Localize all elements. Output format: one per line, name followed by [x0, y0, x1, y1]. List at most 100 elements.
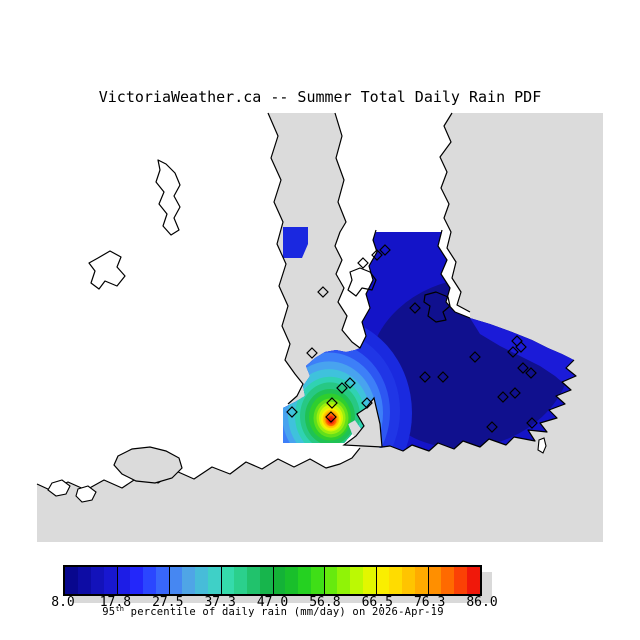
- colorbar-segment: [129, 567, 143, 594]
- land-vancouver-island: [37, 113, 360, 490]
- colorbar-tick-label: 76.3: [413, 595, 446, 610]
- colorbar-tick-line: [376, 567, 378, 594]
- station-diamond: [344, 377, 356, 389]
- colorbar-caption: 95th percentile of daily rain (mm/day) o…: [102, 605, 443, 618]
- station-diamond: [357, 257, 369, 269]
- station-diamond: [317, 286, 329, 298]
- coastlines: [36, 112, 577, 491]
- islet-west-1: [47, 479, 71, 497]
- station-diamond: [486, 421, 498, 433]
- caption-superscript: th: [115, 605, 125, 613]
- colorbar-segment: [207, 567, 221, 594]
- colorbar-segment: [363, 567, 377, 594]
- station-diamond: [525, 367, 537, 379]
- colorbar: [63, 565, 482, 596]
- colorbar-tick-label: 47.0: [256, 595, 289, 610]
- colorbar-tick-labels: 8.0 17.8 27.5 37.3 47.0 56.8 66.5 76.3 86.0: [0, 595, 640, 610]
- colorbar-segment: [324, 567, 338, 594]
- colorbar-segment: [246, 567, 260, 594]
- colorbar-segment: [116, 567, 130, 594]
- station-diamond: [379, 244, 391, 256]
- islet-west-2: [75, 485, 97, 503]
- colorbar-segment: [259, 567, 273, 594]
- colorbar-segment: [77, 567, 91, 594]
- colorbar-tick-label: 8.0: [51, 595, 75, 610]
- station-diamond: [509, 387, 521, 399]
- station-diamond: [325, 411, 337, 423]
- colorbar-segment: [376, 567, 390, 594]
- colorbar-segment: [181, 567, 195, 594]
- colorbar-segment: [155, 567, 169, 594]
- colorbar-segment: [285, 567, 299, 594]
- colorbar-segment: [467, 567, 480, 594]
- land-saanich-peninsula: [335, 113, 470, 348]
- colorbar-tick-label: 86.0: [466, 595, 498, 610]
- station-diamond: [336, 382, 348, 394]
- colorbar-segment: [441, 567, 455, 594]
- station-diamond: [419, 371, 431, 383]
- sooke-harbour-water: [342, 396, 383, 448]
- colorbar-segment: [389, 567, 403, 594]
- colorbar-tick-line: [324, 567, 326, 594]
- coast-peninsula-east: [439, 112, 471, 313]
- lake-outline-prospect: [347, 267, 377, 297]
- coast-victoria-southeast: [381, 359, 577, 452]
- islets: [47, 437, 547, 503]
- colorbar-segment: [142, 567, 156, 594]
- colorbar-tick-line: [272, 567, 274, 594]
- colorbar-tick-line: [220, 567, 222, 594]
- colorbar-segment: [233, 567, 247, 594]
- colorbar-segment: [90, 567, 104, 594]
- lake-outline-small: [88, 250, 126, 290]
- colorbar-segment: [311, 567, 325, 594]
- station-diamond: [371, 249, 383, 261]
- colorbar-tick-label: 17.8: [99, 595, 132, 610]
- station-diamond: [497, 391, 509, 403]
- colorbar-segment: [65, 567, 78, 594]
- colorbar-tick-line: [428, 567, 430, 594]
- coast-peninsula-west-and-tongue: [334, 112, 378, 349]
- colorbar-tick-label: 37.3: [204, 595, 236, 610]
- colorbar-segment: [168, 567, 182, 594]
- station-diamond: [511, 335, 523, 347]
- coast-inlet-west-shore: [267, 112, 304, 405]
- caption-rest: percentile of daily rain (mm/day) on 202…: [124, 606, 444, 618]
- station-diamond: [361, 397, 373, 409]
- station-diamond: [517, 362, 529, 374]
- colorbar-segment: [454, 567, 468, 594]
- coast-island-south-shore: [36, 447, 361, 491]
- colorbar-segment: [103, 567, 117, 594]
- colorbar-segment: [272, 567, 286, 594]
- station-markers: [286, 244, 538, 433]
- islet-trial-island: [537, 437, 547, 454]
- station-diamond: [306, 347, 318, 359]
- colorbar-tick-line: [116, 567, 118, 594]
- station-diamond: [409, 302, 421, 314]
- lake-outline-sooke-lake: [155, 159, 181, 236]
- colorbar-segment: [428, 567, 442, 594]
- station-diamond: [469, 351, 481, 363]
- caption-base: 95: [102, 606, 116, 618]
- station-diamond: [326, 397, 338, 409]
- colorbar-segment: [350, 567, 364, 594]
- station-diamond: [526, 417, 538, 429]
- sooke-basin-water: [113, 446, 183, 484]
- colorbar-tick-label: 66.5: [361, 595, 393, 610]
- station-diamond: [507, 346, 519, 358]
- station-diamond: [286, 406, 298, 418]
- page-title: VictoriaWeather.ca -- Summer Total Daily…: [98, 88, 542, 106]
- colorbar-segment: [194, 567, 208, 594]
- rain-pdf-overlay-chip: [283, 227, 308, 258]
- colorbar-segment: [415, 567, 429, 594]
- colorbar-tick-label: 56.8: [309, 595, 341, 610]
- colorbar-segment: [337, 567, 351, 594]
- colorbar-tick-line: [168, 567, 170, 594]
- colorbar-segment: [402, 567, 416, 594]
- colorbar-segment: [298, 567, 312, 594]
- region-boundary-jag: [437, 229, 471, 319]
- lake-outline-elk-lake: [423, 291, 451, 323]
- colorbar-segment: [220, 567, 234, 594]
- colorbar-tick-label: 27.5: [152, 595, 184, 610]
